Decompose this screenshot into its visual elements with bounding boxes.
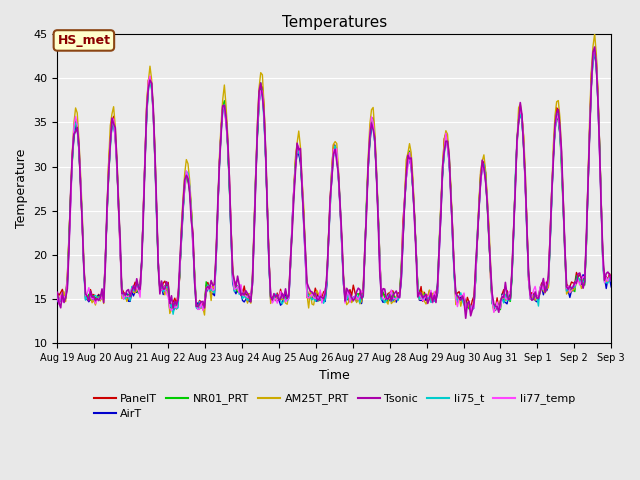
li77_temp: [60, 294, 68, 300]
Line: NR01_PRT: NR01_PRT: [58, 48, 611, 311]
Tsonic: [607, 278, 615, 284]
Tsonic: [591, 44, 598, 50]
PanelT: [591, 49, 598, 55]
AM25T_PRT: [54, 292, 61, 298]
AirT: [515, 119, 522, 125]
AM25T_PRT: [60, 289, 68, 295]
li77_temp: [591, 46, 598, 52]
li77_temp: [219, 107, 227, 112]
Text: HS_met: HS_met: [58, 34, 111, 47]
AirT: [508, 275, 516, 280]
NR01_PRT: [515, 117, 522, 122]
Tsonic: [364, 161, 372, 167]
AirT: [591, 50, 598, 56]
NR01_PRT: [607, 275, 615, 281]
Line: Tsonic: Tsonic: [58, 47, 611, 318]
PanelT: [219, 108, 227, 114]
NR01_PRT: [54, 295, 61, 301]
Y-axis label: Temperature: Temperature: [15, 149, 28, 228]
li77_temp: [176, 267, 184, 273]
NR01_PRT: [166, 308, 173, 314]
Tsonic: [219, 103, 227, 108]
li75_t: [177, 232, 185, 238]
NR01_PRT: [221, 98, 228, 104]
li77_temp: [607, 275, 615, 280]
AM25T_PRT: [508, 270, 516, 276]
Line: AM25T_PRT: AM25T_PRT: [58, 34, 611, 315]
AM25T_PRT: [201, 312, 209, 318]
NR01_PRT: [366, 138, 374, 144]
Tsonic: [508, 267, 516, 273]
AirT: [177, 240, 185, 245]
PanelT: [60, 293, 68, 299]
AirT: [169, 308, 177, 314]
AirT: [60, 299, 68, 304]
AM25T_PRT: [607, 275, 615, 280]
li77_temp: [54, 295, 61, 301]
li75_t: [591, 48, 598, 53]
li75_t: [508, 270, 516, 276]
AM25T_PRT: [591, 31, 598, 36]
Tsonic: [515, 120, 522, 125]
li77_temp: [508, 269, 516, 275]
li75_t: [54, 294, 61, 300]
PanelT: [515, 116, 522, 122]
AM25T_PRT: [176, 268, 184, 274]
NR01_PRT: [177, 237, 185, 242]
Tsonic: [60, 300, 68, 305]
Line: AirT: AirT: [58, 53, 611, 311]
AirT: [54, 299, 61, 304]
NR01_PRT: [591, 46, 598, 51]
X-axis label: Time: Time: [319, 369, 349, 382]
li75_t: [60, 299, 68, 304]
Title: Temperatures: Temperatures: [282, 15, 387, 30]
PanelT: [176, 275, 184, 281]
AM25T_PRT: [221, 82, 228, 88]
Line: li77_temp: li77_temp: [58, 49, 611, 312]
PanelT: [54, 290, 61, 296]
NR01_PRT: [60, 298, 68, 303]
Tsonic: [462, 315, 470, 321]
NR01_PRT: [508, 275, 516, 280]
li75_t: [221, 101, 228, 107]
Line: li75_t: li75_t: [58, 50, 611, 314]
PanelT: [607, 275, 615, 280]
AM25T_PRT: [366, 121, 374, 127]
AM25T_PRT: [515, 105, 522, 110]
PanelT: [364, 163, 372, 169]
li77_temp: [515, 116, 522, 121]
li75_t: [169, 312, 177, 317]
AirT: [607, 284, 615, 290]
Line: PanelT: PanelT: [58, 52, 611, 309]
Tsonic: [176, 261, 184, 266]
li75_t: [607, 278, 615, 284]
li75_t: [515, 118, 522, 123]
li77_temp: [364, 166, 372, 172]
Tsonic: [54, 289, 61, 295]
PanelT: [508, 268, 516, 274]
li77_temp: [467, 310, 474, 315]
PanelT: [495, 306, 502, 312]
AirT: [221, 106, 228, 111]
li75_t: [366, 136, 374, 142]
Legend: PanelT, AirT, NR01_PRT, AM25T_PRT, Tsonic, li75_t, li77_temp: PanelT, AirT, NR01_PRT, AM25T_PRT, Tsoni…: [89, 389, 579, 423]
AirT: [366, 140, 374, 146]
